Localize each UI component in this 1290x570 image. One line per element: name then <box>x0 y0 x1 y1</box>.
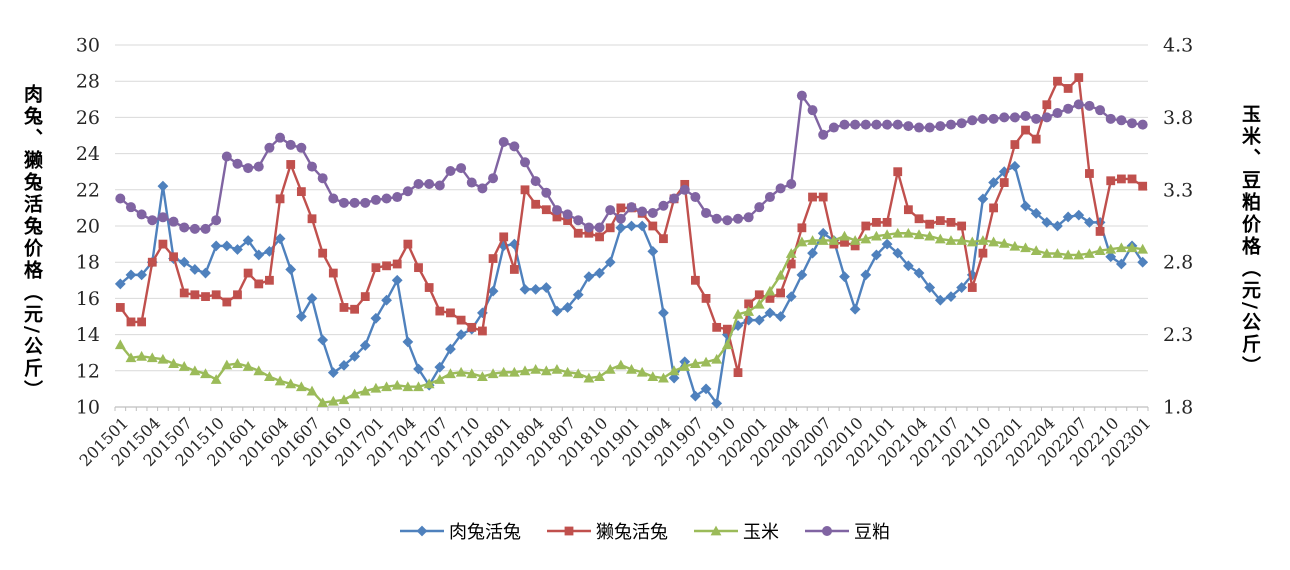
svg-text:22: 22 <box>76 179 100 201</box>
legend-label: 玉米 <box>743 522 779 543</box>
rex-rabbit-legend-marker-icon <box>547 526 591 536</box>
legend-item-rex-rabbit: 獭兔活兔 <box>547 518 668 544</box>
svg-text:12: 12 <box>76 360 100 382</box>
series-soybean-meal <box>115 90 1148 234</box>
legend-label: 肉兔活兔 <box>449 522 521 543</box>
corn-legend-marker-icon <box>694 525 738 536</box>
legend: 肉兔活兔 獭兔活兔 玉米 豆粕 <box>0 518 1290 544</box>
legend-item-meat-rabbit: 肉兔活兔 <box>400 518 521 544</box>
legend-label: 豆粕 <box>854 522 890 543</box>
svg-text:18: 18 <box>76 252 100 274</box>
svg-text:2.8: 2.8 <box>1163 252 1193 274</box>
svg-text:3.8: 3.8 <box>1163 107 1193 129</box>
right-axis-title: 玉米、豆粕价格（元/公斤） <box>1239 104 1261 378</box>
svg-text:1.8: 1.8 <box>1163 397 1193 419</box>
svg-text:14: 14 <box>76 324 100 346</box>
svg-text:26: 26 <box>76 107 100 129</box>
left-axis-tick-labels: 10 12 14 16 18 20 22 24 26 28 30 <box>76 35 100 419</box>
left-axis-title: 肉兔、獭兔活兔价格（元/公斤） <box>21 84 43 402</box>
svg-text:30: 30 <box>76 35 100 57</box>
x-axis <box>114 406 1149 411</box>
svg-text:28: 28 <box>76 71 100 93</box>
legend-item-corn: 玉米 <box>694 518 779 544</box>
series-corn <box>114 227 1149 408</box>
svg-text:20: 20 <box>76 216 100 238</box>
legend-label: 獭兔活兔 <box>596 522 668 543</box>
svg-text:16: 16 <box>76 288 100 310</box>
svg-text:24: 24 <box>76 143 100 165</box>
svg-text:4.3: 4.3 <box>1163 35 1193 57</box>
right-axis-tick-labels: 1.8 2.3 2.8 3.3 3.8 4.3 <box>1163 35 1193 419</box>
x-axis-tick-labels: 2015012015042015072015102016012016042016… <box>76 413 1155 470</box>
svg-text:10: 10 <box>76 397 100 419</box>
svg-text:2.3: 2.3 <box>1163 324 1193 346</box>
soybean-meal-legend-marker-icon <box>805 526 849 536</box>
meat-rabbit-legend-marker-icon <box>400 525 444 537</box>
svg-text:3.3: 3.3 <box>1163 179 1193 201</box>
legend-item-soybean-meal: 豆粕 <box>805 518 890 544</box>
